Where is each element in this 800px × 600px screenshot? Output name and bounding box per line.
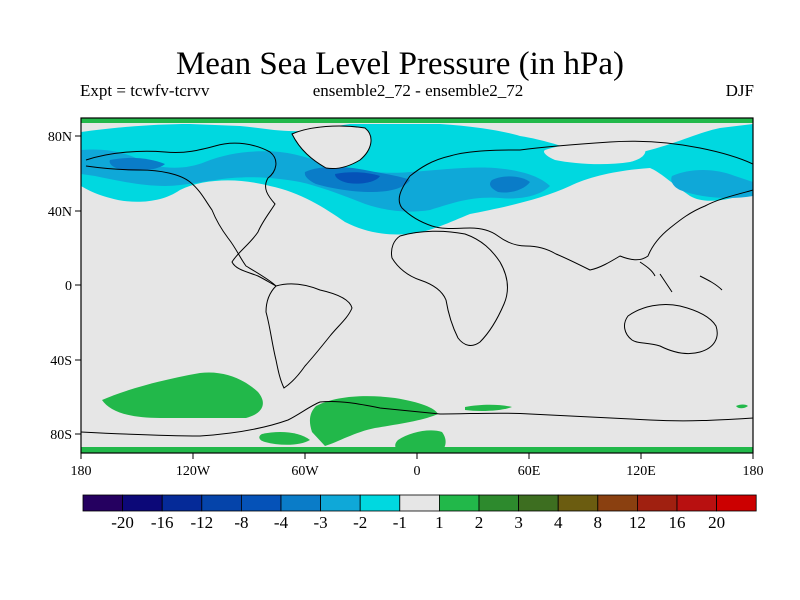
- atlantic-low-core: [335, 172, 380, 184]
- longitude-labels: 180 120W 60W 0 60E 120E 180: [71, 464, 764, 479]
- lon-label-0: 0: [414, 464, 421, 479]
- south-atlantic-positive: [309, 396, 438, 446]
- lat-label-equator: 0: [65, 279, 72, 294]
- lat-label-40s: 40S: [50, 354, 72, 369]
- colorbar-box: [478, 494, 519, 512]
- antarctica-coast: [81, 401, 753, 437]
- pacific-islands-coast: [639, 261, 723, 293]
- colorbar-box: [597, 494, 638, 512]
- lon-label-180e: 180: [743, 464, 764, 479]
- colorbar-box: [438, 494, 480, 512]
- colorbar-box: [518, 494, 559, 512]
- colorbar-box: [557, 494, 599, 512]
- colorbar-box: [637, 494, 678, 512]
- colorbar-label: -1: [393, 513, 407, 532]
- colorbar-box: [716, 494, 757, 512]
- indian-ocean-positive: [465, 404, 512, 411]
- colorbar-box: [280, 494, 321, 512]
- greenland-coast: [291, 125, 372, 169]
- pacific-positive-speck: [736, 404, 748, 409]
- colorbar-box: [201, 494, 242, 512]
- lat-label-80n: 80N: [48, 130, 72, 145]
- lat-label-40n: 40N: [48, 205, 72, 220]
- siberia-neutral-patch: [544, 140, 646, 165]
- lon-label-120w: 120W: [176, 464, 211, 479]
- lon-label-60e: 60E: [518, 464, 541, 479]
- colorbar-label: 20: [708, 513, 725, 532]
- colorbar-label: -3: [314, 513, 328, 532]
- colorbar-box: [399, 494, 440, 512]
- colorbar-label: 16: [669, 513, 686, 532]
- colorbar-box: [161, 494, 203, 512]
- colorbar-label: 1: [435, 513, 444, 532]
- colorbar-label: 2: [475, 513, 484, 532]
- europe-asia-coast: [398, 140, 753, 271]
- colorbar-label: 12: [629, 513, 646, 532]
- colorbar-label: -12: [190, 513, 213, 532]
- north-america-coast: [85, 142, 277, 287]
- colorbar-label: -8: [234, 513, 248, 532]
- pacific-low-anomaly: [109, 157, 165, 171]
- colorbar-box: [359, 494, 401, 512]
- south-pacific-positive: [102, 372, 263, 418]
- colorbar-label: 8: [594, 513, 603, 532]
- lon-label-60w: 60W: [291, 464, 319, 479]
- experiment-label: Expt = tcwfv-tcrvv: [80, 81, 210, 100]
- colorbar-box: [122, 494, 163, 512]
- south-america-coast: [265, 283, 353, 389]
- australia-coast: [624, 303, 718, 355]
- pressure-field: [81, 118, 753, 453]
- antarctic-positive-strip: [81, 447, 753, 453]
- eurasia-low-anomaly: [490, 176, 530, 193]
- colorbar-label: -2: [353, 513, 367, 532]
- antarctic-positive-patch: [259, 432, 310, 445]
- colorbar-label: -20: [111, 513, 134, 532]
- arctic-positive-strip: [81, 118, 753, 123]
- axis-ticks: [75, 135, 754, 459]
- east-asia-negative: [671, 170, 753, 198]
- coastlines: [81, 125, 753, 437]
- figure-title: Mean Sea Level Pressure (in hPa): [175, 46, 625, 82]
- colorbar-labels: -20 -16 -12 -8 -4 -3 -2 -1 1 2 3 4 8 12 16 20: [111, 513, 725, 532]
- colorbar-label: -16: [151, 513, 174, 532]
- ensemble-label: ensemble2_72 - ensemble2_72: [312, 81, 524, 100]
- africa-coast: [391, 230, 508, 346]
- lon-label-120e: 120E: [626, 464, 656, 479]
- colorbar-box: [676, 494, 717, 512]
- colorbar-label: -4: [274, 513, 289, 532]
- colorbar-box: [240, 494, 282, 512]
- lon-label-180w: 180: [71, 464, 92, 479]
- colorbar-box: [320, 494, 361, 512]
- colorbar-label: 3: [514, 513, 523, 532]
- season-label: DJF: [725, 81, 754, 100]
- lat-label-80s: 80S: [50, 428, 72, 443]
- latitude-labels: 80N 40N 0 40S 80S: [48, 130, 72, 443]
- colorbar-box: [82, 494, 123, 512]
- colorbar: [82, 494, 757, 512]
- colorbar-label: 4: [554, 513, 563, 532]
